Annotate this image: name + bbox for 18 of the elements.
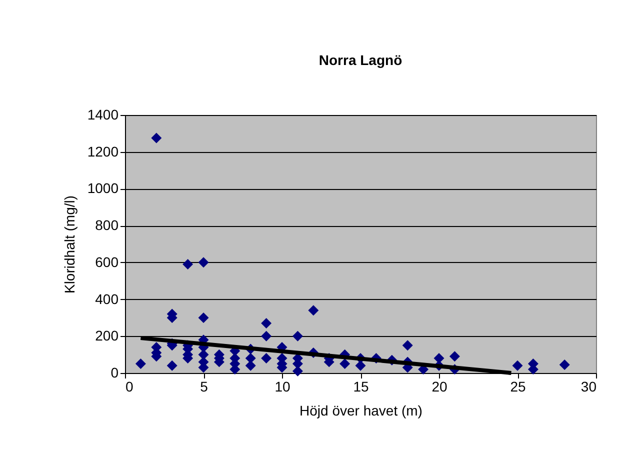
x-tick-label: 30 bbox=[580, 378, 597, 394]
y-tick-label: 400 bbox=[95, 290, 119, 307]
x-tick-label: 15 bbox=[353, 378, 369, 394]
y-tick-label: 0 bbox=[110, 364, 119, 380]
chart-title: Norra Lagnö bbox=[318, 52, 402, 68]
x-axis-title: Höjd över havet (m) bbox=[300, 402, 422, 418]
y-tick-label: 1000 bbox=[87, 180, 119, 196]
y-tick-label: 800 bbox=[95, 217, 119, 234]
x-tick-label: 0 bbox=[126, 378, 134, 394]
y-axis-title: Kloridhalt (mg/l) bbox=[61, 195, 78, 294]
y-tick-label: 600 bbox=[95, 254, 119, 270]
x-tick-label: 20 bbox=[432, 378, 448, 394]
y-tick-label: 1200 bbox=[87, 143, 119, 160]
y-tick-label: 1400 bbox=[87, 106, 119, 122]
x-tick-label: 25 bbox=[510, 378, 526, 394]
y-tick-label: 200 bbox=[95, 328, 119, 344]
x-tick-label: 10 bbox=[274, 378, 290, 394]
x-tick-label: 5 bbox=[200, 378, 208, 394]
